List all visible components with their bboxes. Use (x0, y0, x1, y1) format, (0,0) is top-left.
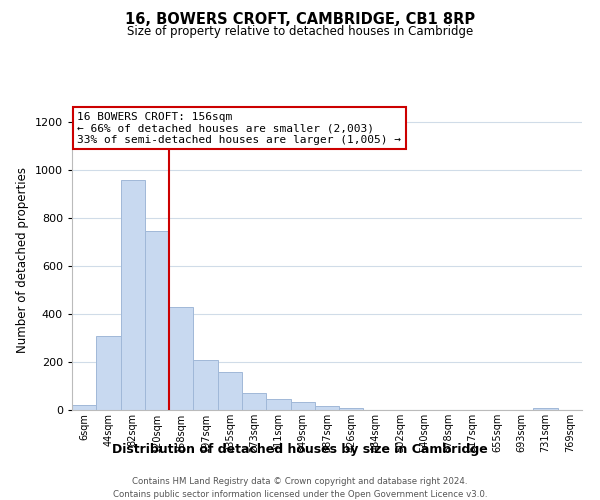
Bar (96, 336, 121, 410)
Bar (145, 231, 169, 410)
Bar (315, 406, 339, 410)
Text: Contains public sector information licensed under the Open Government Licence v3: Contains public sector information licen… (113, 490, 487, 499)
Bar (121, 180, 145, 410)
Bar (72, 405, 96, 410)
Text: Contains HM Land Registry data © Crown copyright and database right 2024.: Contains HM Land Registry data © Crown c… (132, 478, 468, 486)
Bar (242, 393, 266, 410)
Text: 16 BOWERS CROFT: 156sqm
← 66% of detached houses are smaller (2,003)
33% of semi: 16 BOWERS CROFT: 156sqm ← 66% of detache… (77, 112, 401, 144)
Y-axis label: Number of detached properties: Number of detached properties (16, 167, 29, 353)
Bar (533, 408, 558, 410)
Bar (218, 372, 242, 410)
Bar (339, 408, 364, 410)
Bar (193, 360, 218, 410)
Bar (290, 402, 315, 410)
Text: Size of property relative to detached houses in Cambridge: Size of property relative to detached ho… (127, 25, 473, 38)
Text: 16, BOWERS CROFT, CAMBRIDGE, CB1 8RP: 16, BOWERS CROFT, CAMBRIDGE, CB1 8RP (125, 12, 475, 28)
Bar (169, 307, 193, 410)
Bar (266, 399, 290, 410)
Text: Distribution of detached houses by size in Cambridge: Distribution of detached houses by size … (112, 442, 488, 456)
